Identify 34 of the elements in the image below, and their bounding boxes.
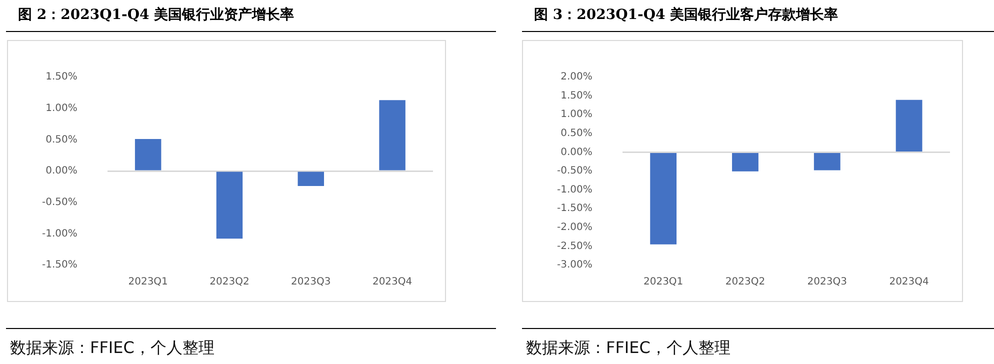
y-tick-label: -0.50% [42,196,78,208]
y-tick-label: 0.50% [46,134,78,146]
x-tick-label: 2023Q3 [807,276,847,288]
y-tick-label: 0.50% [560,128,592,139]
x-tick-label: 2023Q1 [643,276,684,288]
bar [379,100,406,170]
y-tick-label: 2.00% [560,72,592,83]
y-tick-label: 1.00% [46,102,78,114]
y-tick-label: -2.50% [556,240,592,252]
chart-title: 图 2：2023Q1-Q4 美国银行业资产增长率 [18,6,294,24]
x-tick-label: 2023Q2 [725,276,766,288]
x-tick-label: 2023Q1 [128,276,168,288]
x-tick-label: 2023Q4 [889,276,929,288]
source-note: 数据来源：FFIEC，个人整理 [526,338,730,359]
y-tick-label: -1.00% [42,228,78,240]
source-note: 数据来源：FFIEC，个人整理 [10,338,214,359]
y-tick-label: 0.00% [560,146,592,158]
y-tick-label: -3.00% [556,260,592,271]
bar [134,139,162,170]
y-tick-label: 0.00% [46,166,78,177]
x-tick-label: 2023Q2 [210,276,250,288]
y-tick-label: 1.00% [560,109,592,120]
y-tick-label: 1.50% [560,90,592,102]
bar [298,172,324,186]
y-tick-label: -2.00% [556,222,592,233]
x-tick-label: 2023Q4 [372,276,412,288]
chart-title: 图 3：2023Q1-Q4 美国银行业客户存款增长率 [534,6,838,24]
x-tick-label: 2023Q3 [291,276,331,288]
y-tick-label: 1.50% [46,72,78,83]
y-tick-label: -1.50% [42,260,78,271]
y-tick-label: -1.50% [556,203,592,214]
y-tick-label: -1.00% [556,184,592,196]
y-tick-label: -0.50% [556,166,592,177]
bar [216,172,243,239]
